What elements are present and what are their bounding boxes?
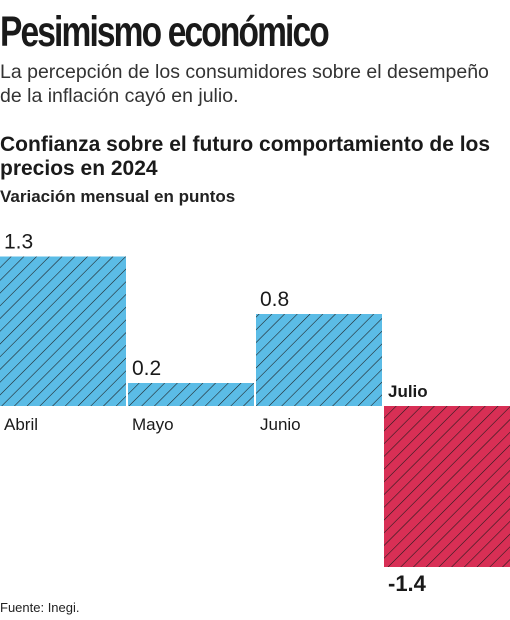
value-label-julio: -1.4 (388, 571, 427, 596)
bar-abril (0, 256, 126, 406)
source-note: Fuente: Inegi. (0, 600, 80, 615)
bar-mayo (128, 383, 254, 406)
headline: Pesimismo económico (0, 8, 330, 56)
value-label-junio: 0.8 (260, 288, 289, 311)
chart-title: Confianza sobre el futuro comportamiento… (0, 133, 491, 180)
dek: La percepción de los consumidores sobre … (0, 61, 489, 107)
chart-subtitle: Variación mensual en puntos (0, 187, 236, 206)
category-label-mayo: Mayo (132, 415, 174, 434)
bar-junio (256, 314, 382, 406)
category-label-junio: Junio (260, 415, 301, 434)
value-label-abril: 1.3 (4, 231, 33, 254)
bar-julio (384, 406, 510, 567)
category-label-julio: Julio (388, 382, 428, 401)
value-label-mayo: 0.2 (132, 357, 161, 380)
category-label-abril: Abril (4, 415, 38, 434)
